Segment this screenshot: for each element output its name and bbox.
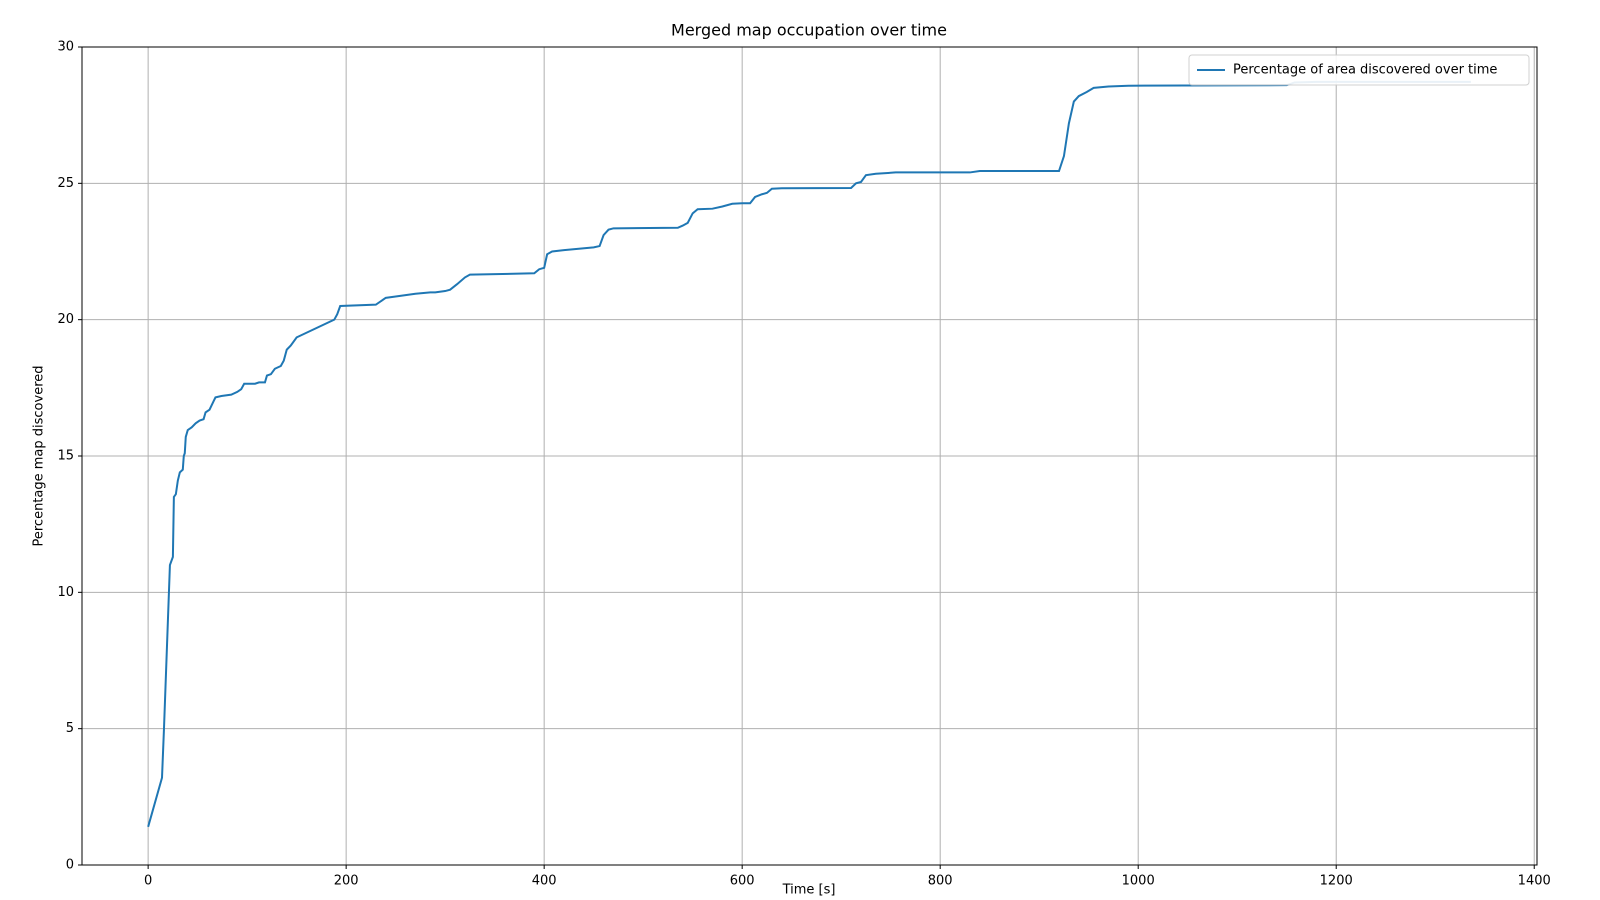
y-tick-label: 30: [57, 40, 74, 55]
x-axis-label: Time [s]: [782, 883, 836, 898]
x-tick-label: 800: [928, 874, 953, 889]
data-line: [147, 80, 1471, 828]
legend-box: [1188, 54, 1530, 86]
y-tick-label: 5: [66, 721, 74, 736]
y-tick-label: 25: [57, 176, 74, 191]
y-tick-label: 15: [57, 449, 74, 464]
legend: Percentage of area discovered over time: [1188, 54, 1530, 86]
x-tick-label: 600: [730, 874, 755, 889]
x-tick-label: 1400: [1518, 874, 1551, 889]
y-tick-label: 0: [66, 858, 74, 873]
legend-label: Percentage of area discovered over time: [1233, 63, 1497, 78]
y-axis-label: Percentage map discovered: [32, 365, 47, 546]
x-tick-label: 200: [334, 874, 359, 889]
y-tick-label: 20: [57, 312, 74, 327]
x-tick-label: 0: [144, 874, 152, 889]
plot-frame: [81, 46, 1538, 866]
chart-title: Merged map occupation over time: [671, 21, 947, 40]
y-tick-label: 10: [57, 585, 74, 600]
x-tick-label: 1000: [1122, 874, 1155, 889]
x-tick-label: 400: [532, 874, 557, 889]
x-tick-label: 1200: [1320, 874, 1353, 889]
